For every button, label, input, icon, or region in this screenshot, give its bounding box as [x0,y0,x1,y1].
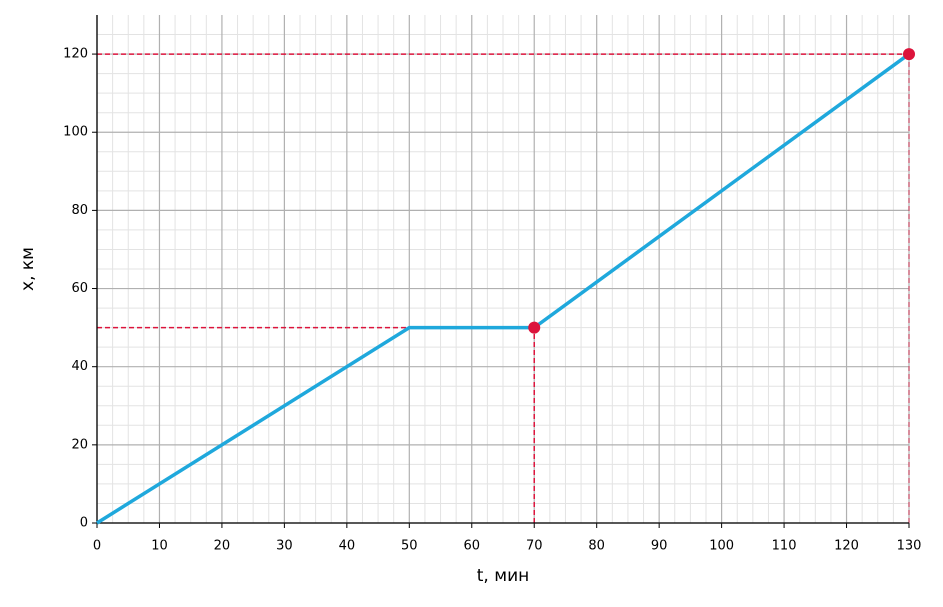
x-tick-label: 110 [772,539,797,554]
y-tick-label: 100 [63,125,88,140]
x-tick-label: 20 [214,539,231,554]
y-tick-label: 120 [63,47,88,62]
y-tick-label: 40 [71,359,88,374]
point [903,48,915,61]
y-tick-label: 20 [71,437,88,452]
x-tick-label: 30 [276,539,293,554]
x-tick-label: 90 [651,539,668,554]
point [528,321,541,334]
x-tick-label: 100 [709,539,734,554]
x-tick-label: 40 [339,539,356,554]
x-tick-label: 80 [588,539,605,554]
x-axis-label: t, мин [477,566,529,586]
x-tick-label: 70 [526,539,543,554]
y-tick-label: 80 [71,203,88,218]
y-axis-label: x, км [18,247,38,291]
line-series [96,52,911,525]
y-tick-label: 60 [71,281,88,296]
x-tick-label: 120 [834,539,859,554]
x-tick-label: 50 [401,539,418,554]
x-tick-label: 130 [897,539,922,554]
y-tick-label: 0 [80,516,88,531]
x-tick-label: 10 [151,539,168,554]
x-tick-label: 0 [93,539,101,554]
x-tick-label: 60 [463,539,480,554]
